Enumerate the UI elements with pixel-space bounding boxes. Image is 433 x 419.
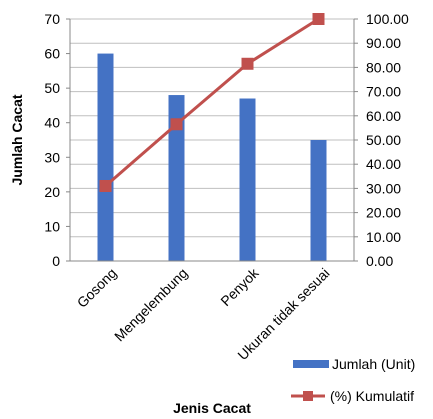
right-tick-label: 10.00 <box>366 229 401 245</box>
bar <box>310 140 327 261</box>
legend-swatch-jumlah <box>293 360 329 368</box>
right-tick-label: 20.00 <box>366 205 401 221</box>
legend-label-jumlah: Jumlah (Unit) <box>332 356 415 372</box>
left-tick-label: 0 <box>52 253 60 269</box>
left-tick-label: 60 <box>44 46 60 62</box>
right-tick-label: 80.00 <box>366 59 401 75</box>
bar-series <box>97 53 327 262</box>
right-tick-label: 50.00 <box>366 132 401 148</box>
cumulative-line-series <box>99 13 325 192</box>
left-tick-label: 40 <box>44 115 60 131</box>
cumulative-point <box>312 13 325 25</box>
left-tick-label: 10 <box>44 218 60 234</box>
left-tick-label: 20 <box>44 184 60 200</box>
right-tick-label: 60.00 <box>366 108 401 124</box>
gridlines <box>70 18 354 262</box>
left-axis-ticks: 0 10 20 30 40 50 60 70 <box>44 11 70 269</box>
cumulative-point <box>99 179 112 192</box>
left-tick-label: 30 <box>44 149 60 165</box>
bar <box>168 95 185 261</box>
right-tick-label: 30.00 <box>366 180 401 196</box>
left-tick-label: 70 <box>44 11 60 27</box>
right-tick-label: 0.00 <box>366 253 393 269</box>
cumulative-point <box>170 118 183 131</box>
cumulative-line <box>104 17 320 188</box>
legend: Jumlah (Unit) (%) Kumulatif <box>291 356 415 404</box>
right-axis-ticks: 0.00 10.00 20.00 30.00 40.00 50.00 60.00 70.00 8… <box>354 11 409 269</box>
cumulative-point <box>241 57 254 70</box>
bar <box>97 53 114 262</box>
legend-swatch-kumulatif-marker <box>303 391 313 401</box>
left-tick-label: 50 <box>44 80 60 96</box>
x-axis-title: Jenis Cacat <box>173 400 251 416</box>
right-tick-label: 70.00 <box>366 84 401 100</box>
bar <box>239 98 256 261</box>
legend-label-kumulatif: (%) Kumulatif <box>330 388 414 404</box>
right-tick-label: 100.00 <box>366 11 409 27</box>
y-axis-title: Jumlah Cacat <box>9 94 25 185</box>
right-tick-label: 40.00 <box>366 156 401 172</box>
right-tick-label: 90.00 <box>366 35 401 51</box>
